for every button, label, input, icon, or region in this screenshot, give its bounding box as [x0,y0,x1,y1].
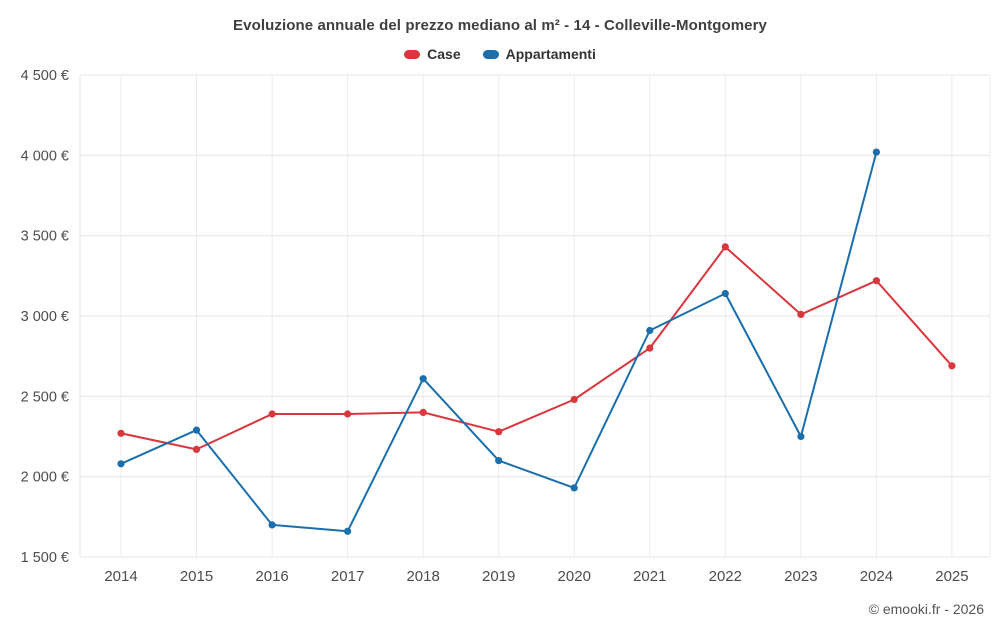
legend-label-appartamenti: Appartamenti [505,46,596,62]
data-point-case-2020[interactable] [570,395,578,404]
data-point-appartamenti-2018[interactable] [419,375,427,383]
data-point-appartamenti-2020[interactable] [570,484,578,492]
x-tick-label: 2016 [255,568,288,585]
data-point-case-2019[interactable] [495,428,503,436]
data-point-appartamenti-2014[interactable] [117,460,125,468]
legend-swatch-appartamenti [482,49,499,59]
x-tick-label: 2018 [406,568,439,585]
line-case [120,245,953,451]
data-point-case-2015[interactable] [192,445,201,453]
data-point-case-2018[interactable] [419,408,427,416]
y-tick-label: 4 000 € [21,148,69,164]
data-point-case-2024[interactable] [872,277,881,285]
data-point-case-2023[interactable] [797,310,805,318]
x-tick-label: 2019 [482,568,515,585]
y-axis-labels: 1 500 € 2 000 € 2 500 € 3 000 € 3 500 € 4 000… [21,68,69,566]
series-appartamenti [117,148,881,535]
y-tick-label: 2 500 € [21,389,69,405]
legend-item-appartamenti[interactable]: Appartamenti [482,46,596,62]
copyright-text: © emooki.fr - 2026 [868,601,984,617]
data-point-case-2014[interactable] [117,429,125,437]
data-point-case-2021[interactable] [646,344,654,352]
y-tick-label: 3 500 € [21,229,69,245]
data-point-appartamenti-2023[interactable] [797,432,805,441]
y-tick-label: 4 500 € [21,68,69,84]
x-tick-label: 2022 [709,568,742,585]
data-point-appartamenti-2024[interactable] [872,148,881,156]
x-axis-labels: 2014 2015 2016 2017 2018 2019 2020 2021 2022 2023… [104,568,968,585]
data-point-appartamenti-2015[interactable] [192,426,201,434]
data-point-appartamenti-2017[interactable] [344,527,352,535]
x-tick-label: 2020 [558,568,591,585]
y-tick-label: 3 000 € [21,309,69,325]
data-point-case-2022[interactable] [721,243,729,251]
data-point-case-2017[interactable] [344,410,352,418]
y-tick-label: 2 000 € [21,470,69,486]
chart-title: Evoluzione annuale del prezzo mediano al… [233,17,767,34]
legend-swatch-case [404,49,421,59]
data-point-appartamenti-2022[interactable] [721,289,729,298]
gridlines [79,74,991,558]
data-point-case-2025[interactable] [948,362,956,370]
legend-label-case: Case [427,46,461,62]
x-tick-label: 2014 [104,568,137,585]
x-tick-label: 2021 [633,568,666,585]
data-point-appartamenti-2016[interactable] [268,521,276,529]
data-point-appartamenti-2021[interactable] [646,326,654,335]
x-tick-label: 2023 [784,568,817,585]
y-tick-label: 1 500 € [21,550,69,566]
x-tick-label: 2024 [860,568,893,585]
data-point-appartamenti-2019[interactable] [495,457,503,465]
legend-item-case[interactable]: Case [404,46,461,62]
x-tick-label: 2017 [331,568,364,585]
series-case [117,243,956,453]
legend: Case Appartamenti [0,46,1000,62]
data-point-case-2016[interactable] [268,410,276,418]
x-tick-label: 2025 [935,568,968,585]
x-tick-label: 2015 [180,568,213,585]
